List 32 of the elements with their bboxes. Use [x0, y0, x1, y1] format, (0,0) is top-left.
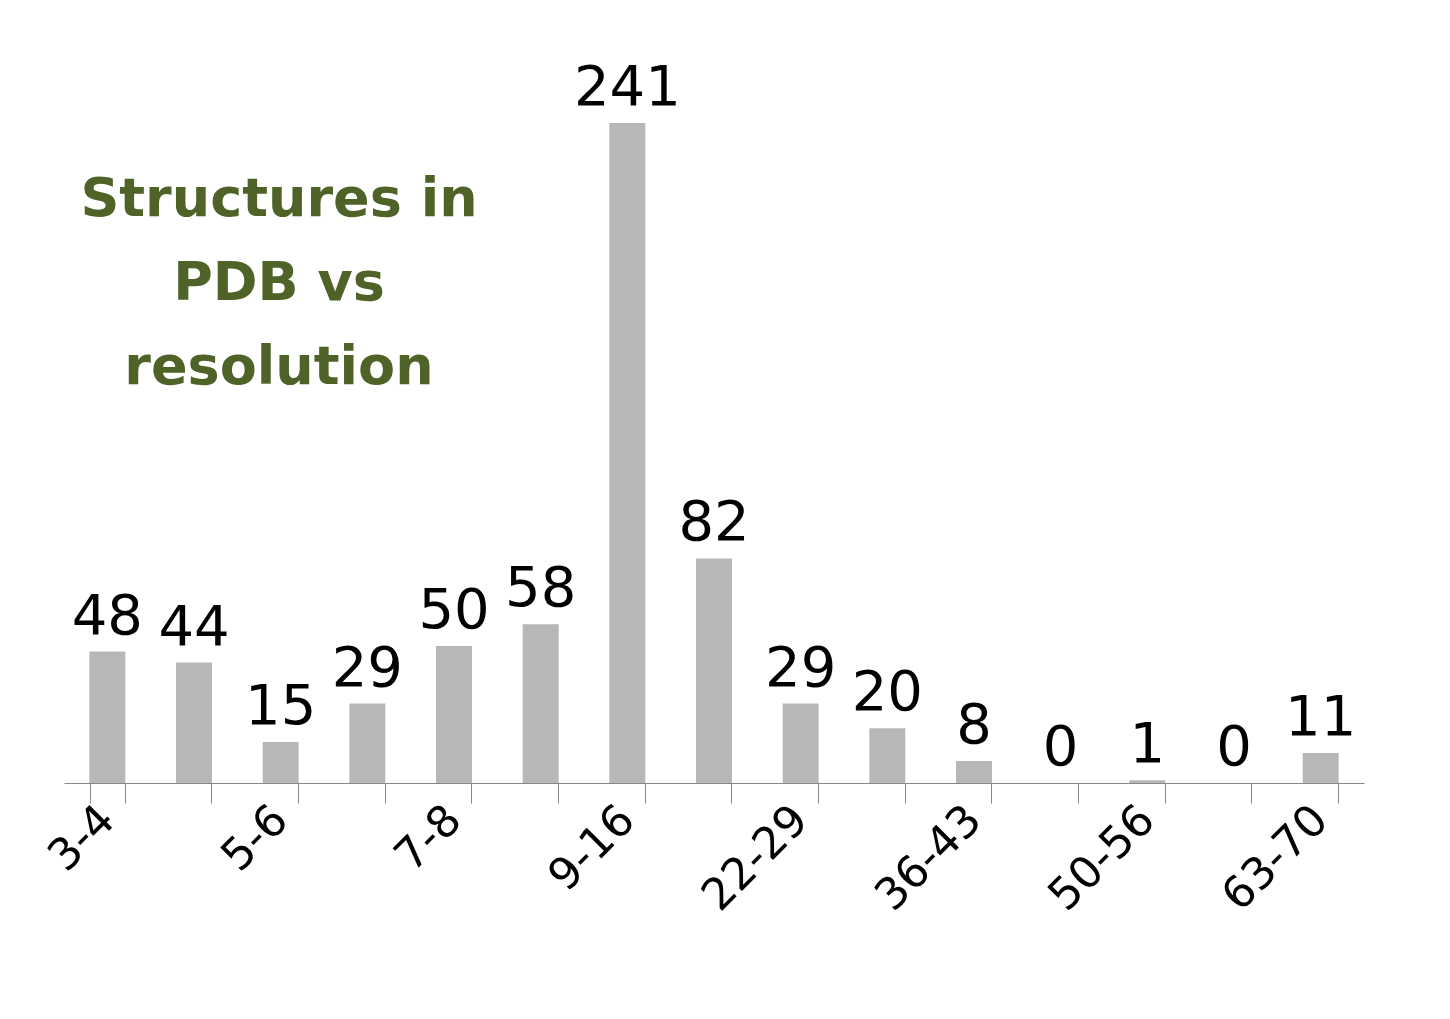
- bar: [436, 646, 472, 783]
- bar: [782, 703, 819, 783]
- bar: [522, 624, 559, 783]
- bar: [349, 703, 386, 783]
- data-label: 58: [505, 554, 577, 620]
- data-label: 29: [765, 633, 837, 699]
- bar: [176, 662, 212, 783]
- bar: [89, 651, 126, 783]
- bar: [1302, 752, 1339, 783]
- data-label: 82: [678, 488, 750, 554]
- data-label: 1: [1129, 710, 1166, 776]
- data-label: 241: [573, 53, 681, 118]
- x-tick-label: 7-8: [383, 793, 471, 881]
- data-label: 20: [851, 658, 923, 724]
- data-label: 15: [245, 671, 317, 737]
- data-label: 0: [1216, 713, 1252, 778]
- bar: [262, 741, 299, 783]
- data-label: 44: [158, 592, 230, 658]
- bar: [1129, 780, 1166, 783]
- x-tick-label: 5-6: [210, 793, 298, 881]
- bar: [869, 728, 906, 783]
- data-label: 50: [418, 576, 490, 642]
- data-label: 11: [1285, 682, 1357, 748]
- x-tick-label: 3-4: [37, 793, 125, 881]
- data-label: 48: [71, 581, 143, 647]
- bar: [956, 761, 992, 783]
- bar: [609, 123, 646, 783]
- bar: [696, 558, 732, 783]
- data-label: 0: [1042, 713, 1079, 778]
- data-label: 29: [331, 633, 403, 699]
- text: Structures in PDB vs resolution: [80, 166, 478, 397]
- data-label: 8: [956, 691, 992, 757]
